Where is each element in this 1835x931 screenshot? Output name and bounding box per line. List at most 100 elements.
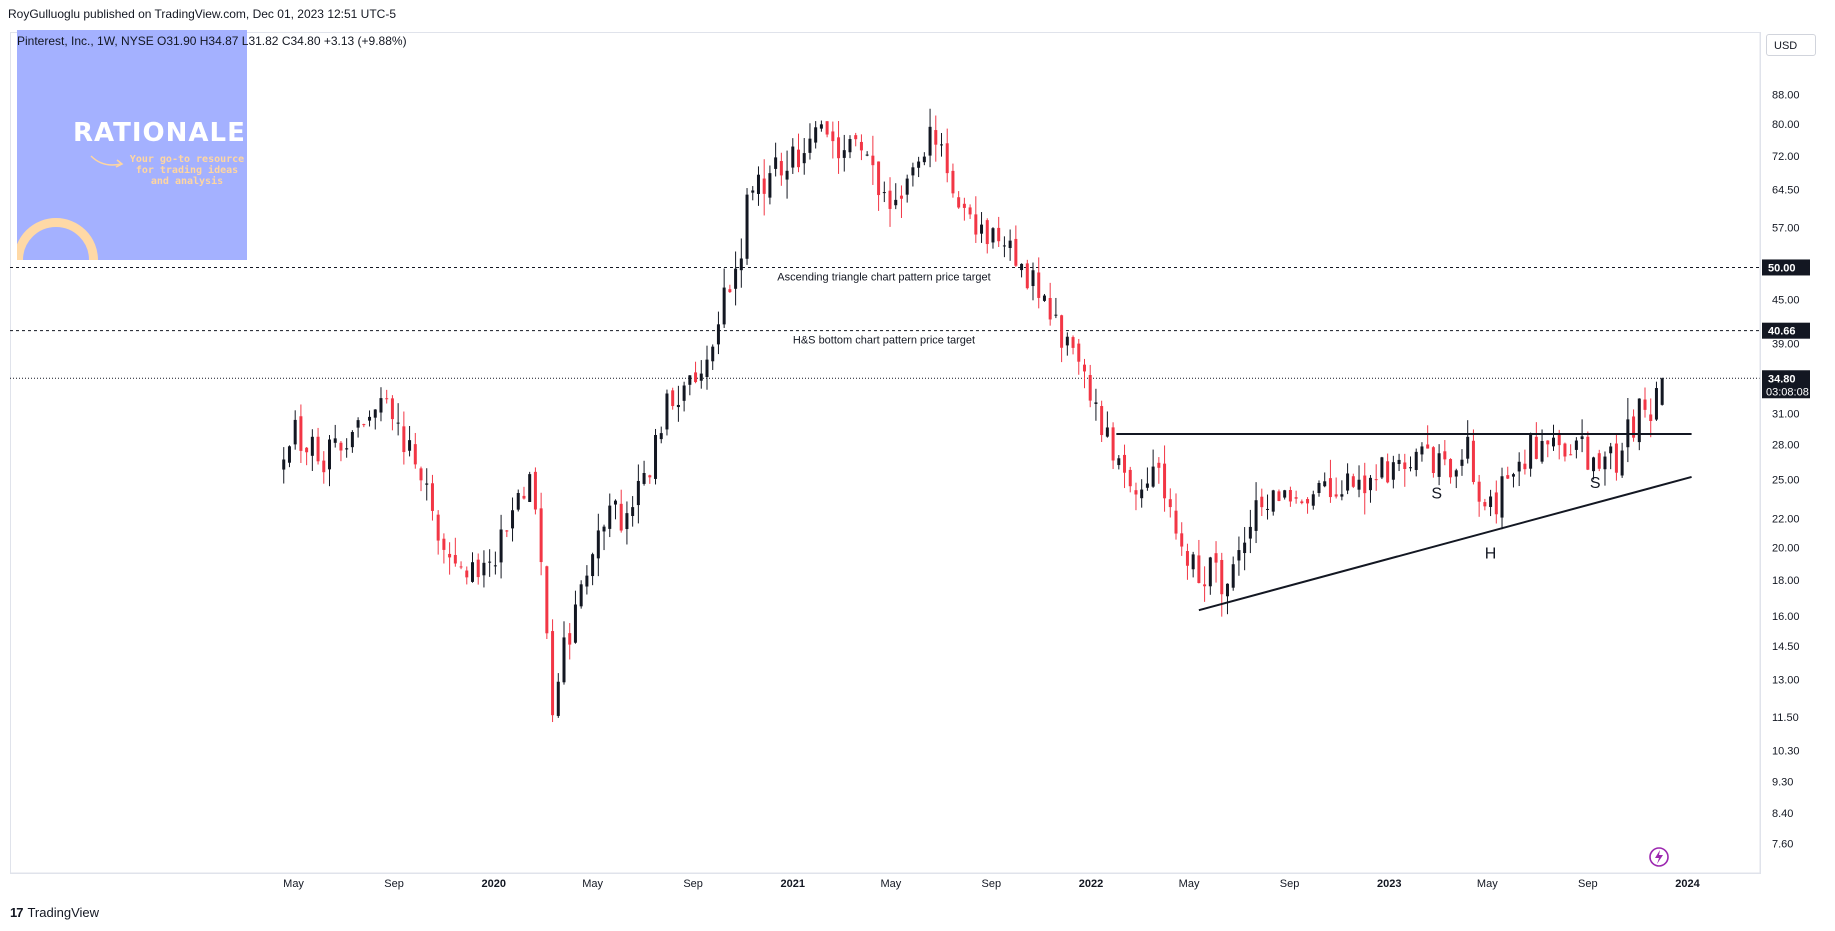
- y-tick-label: 14.50: [1772, 641, 1800, 653]
- candle-body: [556, 681, 560, 716]
- candle-body: [1111, 427, 1115, 461]
- candle-body: [745, 194, 749, 259]
- candle-body: [568, 633, 572, 645]
- candle-body: [591, 554, 595, 577]
- candle-body: [1437, 453, 1441, 477]
- y-tick-label: 10.30: [1772, 746, 1800, 758]
- candle-body: [1208, 557, 1212, 587]
- y-tick-label: 7.60: [1772, 838, 1793, 850]
- lightning-icon[interactable]: [1648, 846, 1670, 868]
- candle-body: [316, 436, 320, 462]
- candle-body: [1529, 434, 1533, 469]
- candle-body: [1489, 496, 1493, 507]
- candle-body: [694, 372, 698, 383]
- candle-body: [459, 566, 463, 568]
- candle-body: [854, 135, 858, 140]
- candle-body: [997, 227, 1001, 242]
- candle-body: [1609, 446, 1613, 454]
- candle-body: [888, 190, 892, 209]
- candle-body: [682, 385, 686, 401]
- candle-body: [470, 562, 474, 582]
- candle-body: [871, 155, 875, 166]
- candle-body: [1397, 459, 1401, 465]
- candle-body: [962, 203, 966, 208]
- candle-body: [1620, 450, 1624, 476]
- x-tick-label: 2024: [1675, 878, 1700, 890]
- y-tick-label: 16.00: [1772, 611, 1800, 623]
- currency-button[interactable]: USD: [1766, 34, 1816, 56]
- candle-body: [1145, 483, 1149, 488]
- candle-body: [1037, 272, 1041, 298]
- candle-body: [1340, 494, 1344, 497]
- candle-body: [619, 503, 623, 531]
- candle-body: [1637, 398, 1641, 443]
- y-tick-label: 11.50: [1772, 712, 1799, 724]
- candle-body: [768, 173, 772, 198]
- candle-body: [1140, 489, 1144, 499]
- candle-body: [328, 439, 332, 470]
- candle-body: [533, 471, 537, 510]
- candle-body: [808, 138, 812, 153]
- candle-body: [648, 475, 652, 478]
- candle-body: [1042, 295, 1046, 301]
- y-tick-label: 25.00: [1772, 474, 1800, 486]
- candle-body: [1660, 378, 1664, 405]
- candle-body: [877, 161, 881, 196]
- candle-body: [1014, 238, 1018, 266]
- candle-body: [1203, 584, 1207, 587]
- candle-body: [339, 442, 343, 451]
- y-tick-label: 8.40: [1772, 808, 1793, 820]
- candle-body: [734, 268, 738, 289]
- candle-body: [739, 258, 743, 271]
- candle-body: [1346, 473, 1350, 491]
- candle-body: [1614, 443, 1618, 473]
- candle-body: [310, 436, 314, 456]
- candle-body: [1225, 583, 1229, 597]
- x-tick-label: May: [880, 878, 901, 890]
- y-tick-label: 22.00: [1772, 513, 1800, 525]
- candle-body: [802, 153, 806, 164]
- pattern-label: S: [1590, 475, 1601, 492]
- candle-body: [1260, 496, 1264, 508]
- candle-body: [654, 434, 658, 479]
- candle-body: [1409, 467, 1413, 469]
- candle-body: [957, 197, 961, 208]
- candle-body: [293, 419, 297, 445]
- candle-body: [1534, 436, 1538, 459]
- candle-body: [368, 416, 372, 421]
- candle-body: [688, 375, 692, 385]
- candle-body: [1306, 499, 1310, 504]
- candle-body: [1060, 315, 1064, 348]
- candle-body: [1546, 440, 1550, 445]
- candle-body: [1380, 457, 1384, 478]
- candle-body: [390, 398, 394, 420]
- candle-body: [1174, 510, 1178, 534]
- candle-body: [1168, 499, 1172, 508]
- candle-body: [1105, 427, 1109, 437]
- tradingview-footer[interactable]: 17 TradingView: [10, 905, 99, 920]
- candle-body: [516, 493, 520, 510]
- symbol-info: Pinterest, Inc., 1W, NYSE O31.90 H34.87 …: [17, 34, 407, 48]
- candle-body: [356, 420, 360, 428]
- sun-icon: [17, 218, 98, 260]
- candle-body: [1551, 437, 1555, 447]
- candle-body: [1065, 336, 1069, 346]
- candle-body: [1117, 458, 1121, 466]
- candle-body: [1317, 482, 1321, 493]
- candle-body: [1231, 564, 1235, 588]
- candle-body: [1603, 456, 1607, 470]
- candle-body: [905, 178, 909, 195]
- candle-body: [528, 474, 532, 502]
- candle-body: [430, 483, 434, 511]
- x-tick-label: 2020: [481, 878, 505, 890]
- pattern-label: H: [1485, 546, 1497, 563]
- candle-body: [722, 287, 726, 325]
- x-tick-label: May: [582, 878, 603, 890]
- candle-body: [699, 373, 703, 381]
- x-tick-label: Sep: [683, 878, 703, 890]
- candle-body: [676, 404, 680, 408]
- candle-body: [442, 538, 446, 550]
- candle-body: [1088, 375, 1092, 401]
- candle-body: [545, 566, 549, 634]
